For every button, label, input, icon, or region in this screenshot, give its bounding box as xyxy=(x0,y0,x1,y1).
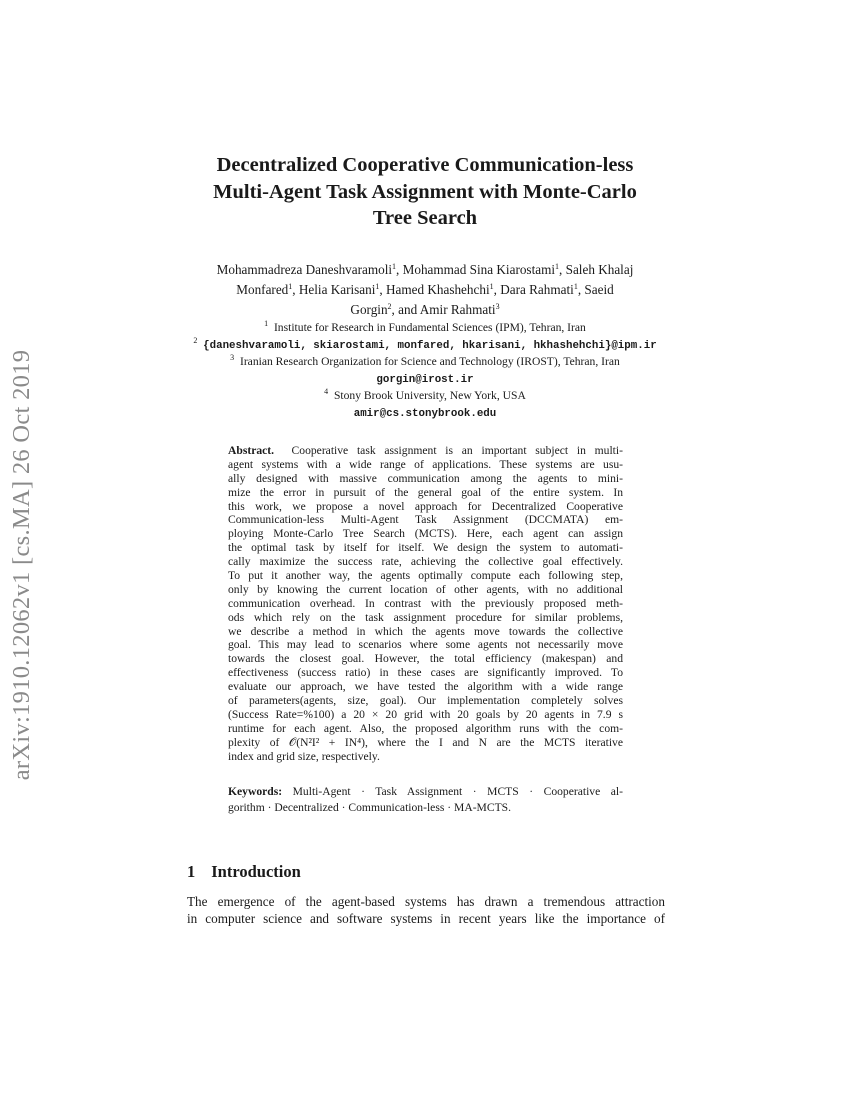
author-line: Mohammadreza Daneshvaramoli1, Mohammad S… xyxy=(216,262,634,277)
affiliation-email: gorgin@irost.ir xyxy=(376,373,474,386)
abstract-line: mize the error in pursuit of the general… xyxy=(228,485,623,499)
abstract-line: Communication-less Multi-Agent Task Assi… xyxy=(228,513,623,527)
abstract-line: ally designed with massive communication… xyxy=(228,471,623,485)
author-line: Monfared1, Helia Karisani1, Hamed Khashe… xyxy=(236,282,614,297)
abstract-line: To put it another way, the agents optima… xyxy=(228,569,623,583)
abstract-line: agent systems with a wide range of appli… xyxy=(228,457,623,471)
keywords-label: Keywords: xyxy=(228,785,283,798)
abstract-line: ods which rely on the task assignment pr… xyxy=(228,610,623,624)
abstract: Abstract. Cooperative task assignment is… xyxy=(228,444,623,763)
abstract-line: goal. This may lead to scenarios where s… xyxy=(228,638,623,652)
abstract-line: towards the closest goal. However, the t… xyxy=(228,652,623,666)
section-heading: 1 Introduction xyxy=(187,862,301,882)
abstract-line: evaluate our approach, we have tested th… xyxy=(228,680,623,694)
keywords-line: gorithm · Decentralized · Communication-… xyxy=(228,800,512,814)
affiliation-email: amir@cs.stonybrook.edu xyxy=(353,407,497,420)
author-line: Gorgin2, and Amir Rahmati3 xyxy=(350,302,500,317)
keywords-line: Keywords: Multi-Agent · Task Assignment … xyxy=(228,785,623,798)
section-title: Introduction xyxy=(211,862,301,881)
affiliations: 1 Institute for Research in Fundamental … xyxy=(0,320,850,422)
abstract-line: communication overhead. In contrast with… xyxy=(228,596,623,610)
title-line: Multi-Agent Task Assignment with Monte-C… xyxy=(213,180,637,203)
abstract-line: the optimal task by itself for itself. W… xyxy=(228,541,623,555)
intro-paragraph: The emergence of the agent-based systems… xyxy=(187,894,665,927)
abstract-line: effectiveness (success ratio) in these c… xyxy=(228,666,623,680)
author-list: Mohammadreza Daneshvaramoli1, Mohammad S… xyxy=(0,260,850,320)
affiliation: 4 Stony Brook University, New York, USA xyxy=(324,387,526,403)
abstract-line: this work, we propose a novel approach f… xyxy=(228,499,623,513)
abstract-line: of parameters(agents, size, goal). Our i… xyxy=(228,694,623,708)
affiliation: 3 Iranian Research Organization for Scie… xyxy=(230,353,620,369)
abstract-line: ploying Monte-Carlo Tree Search (MCTS). … xyxy=(228,527,623,541)
paragraph-line: in computer science and software systems… xyxy=(187,910,665,926)
abstract-line: (Success Rate=%100) a 20 × 20 grid with … xyxy=(228,707,623,721)
abstract-line: runtime for each agent. Also, the propos… xyxy=(228,721,623,735)
abstract-line: Abstract. Cooperative task assignment is… xyxy=(228,444,623,457)
abstract-line: we describe a method in which the agents… xyxy=(228,624,623,638)
affiliation: 1 Institute for Research in Fundamental … xyxy=(264,319,586,335)
keywords: Keywords: Multi-Agent · Task Assignment … xyxy=(228,784,623,815)
abstract-line: plexity of 𝒪(N²I² + IN⁴), where the I an… xyxy=(228,735,623,749)
abstract-line: only by knowing the current location of … xyxy=(228,582,623,596)
affiliation-email: 2 {daneshvaramoli, skiarostami, monfared… xyxy=(193,335,657,352)
abstract-label: Abstract. xyxy=(228,444,275,457)
abstract-line: index and grid size, respectively. xyxy=(228,749,380,763)
paragraph-line: The emergence of the agent-based systems… xyxy=(187,894,665,909)
title-line: Decentralized Cooperative Communication-… xyxy=(216,154,634,176)
section-number: 1 xyxy=(187,862,196,881)
paper-title: Decentralized Cooperative Communication-… xyxy=(0,152,850,232)
abstract-line: cally maximize the success rate, achievi… xyxy=(228,555,623,569)
title-line: Tree Search xyxy=(372,207,478,229)
